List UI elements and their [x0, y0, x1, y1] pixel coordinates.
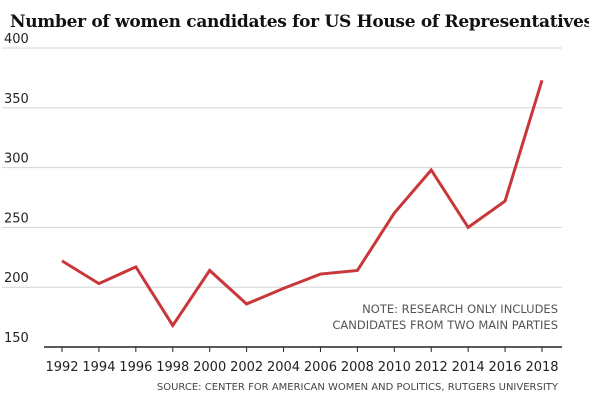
y-tick-label: 400	[4, 32, 29, 47]
x-tick-label: 2018	[525, 360, 558, 375]
y-tick-label: 250	[4, 211, 29, 226]
x-tick-label: 2010	[378, 360, 411, 375]
x-tick-label: 2008	[341, 360, 374, 375]
x-tick-label: 1992	[45, 360, 78, 375]
x-tick-label: 1994	[82, 360, 115, 375]
x-tick-label: 1998	[156, 360, 189, 375]
note-line-1: NOTE: RESEARCH ONLY INCLUDES	[362, 302, 558, 316]
chart-title: Number of women candidates for US House …	[10, 12, 589, 32]
source-note: SOURCE: CENTER FOR AMERICAN WOMEN AND PO…	[157, 382, 559, 393]
y-axis-ticks: 150 200 250 300 350 400	[4, 32, 29, 346]
x-tick-label: 2002	[230, 360, 263, 375]
x-axis-ticks: 1992 1994 1996 1998 2000 2002 2004 2006 2008 2010…	[45, 347, 559, 375]
note-line-2: CANDIDATES FROM TWO MAIN PARTIES	[332, 318, 558, 332]
y-tick-label: 200	[4, 271, 29, 286]
series-line	[61, 79, 544, 329]
x-tick-label: 2016	[489, 360, 522, 375]
y-tick-label: 300	[4, 152, 29, 167]
x-tick-label: 1996	[119, 360, 152, 375]
y-tick-label: 350	[4, 92, 29, 107]
x-tick-label: 2000	[193, 360, 226, 375]
x-tick-label: 2014	[452, 360, 485, 375]
y-tick-label: 150	[4, 331, 29, 346]
x-tick-label: 2012	[415, 360, 448, 375]
x-tick-label: 2004	[267, 360, 300, 375]
series-layer	[61, 79, 544, 329]
x-tick-label: 2006	[304, 360, 337, 375]
